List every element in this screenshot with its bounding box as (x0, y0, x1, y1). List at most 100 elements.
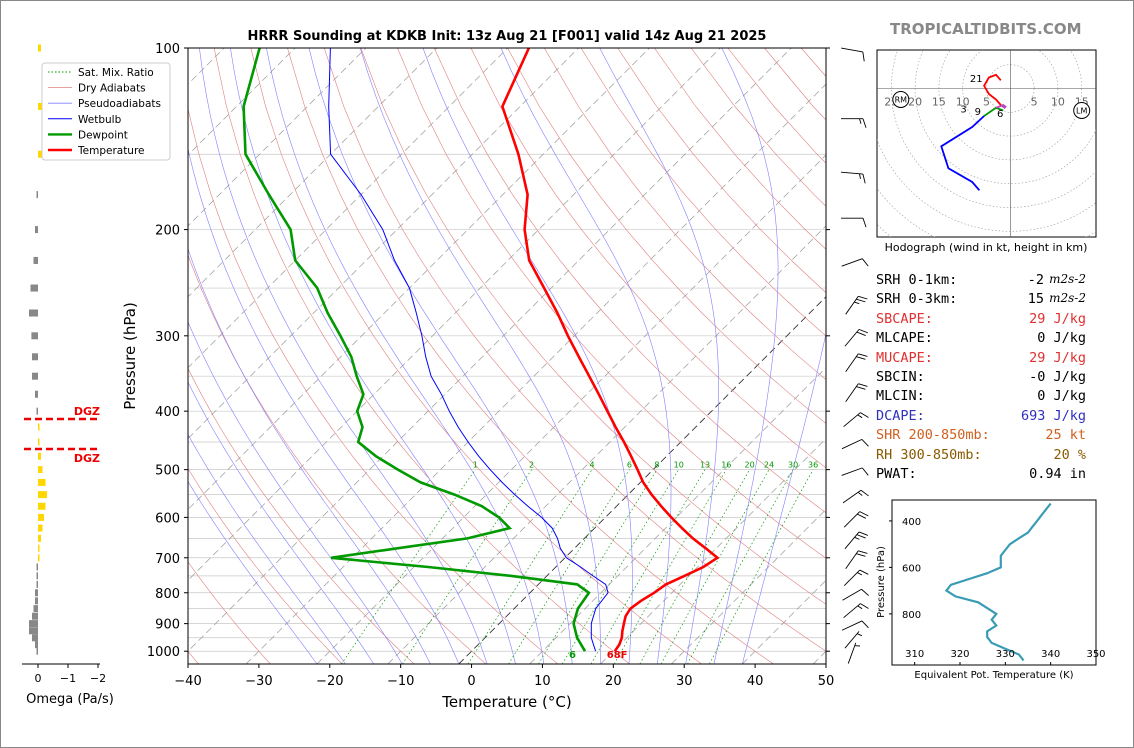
mixing-ratio-label: 10 (674, 461, 684, 470)
mixing-ratio-line (639, 469, 750, 664)
dry-adiabat-line (188, 561, 271, 664)
parameter-unit: m2s-2 (1049, 272, 1086, 286)
storm-motion-label: RM (895, 96, 908, 105)
omega-bar (29, 627, 38, 635)
mixing-ratio-line (341, 469, 476, 664)
omega-bar (32, 353, 38, 361)
parameter-row: DCAPE: 693 J/kg (876, 408, 1096, 427)
omega-bar (30, 284, 38, 292)
parameter-label: MLCIN: (876, 388, 925, 405)
parameter-row: SRH 0-3km: 15 m2s-2 (876, 291, 1096, 310)
storm-motion-marker (1073, 102, 1091, 119)
dewpoint-line (242, 48, 591, 652)
wind-barb (845, 353, 868, 373)
hodograph-height-label: 3 (960, 105, 966, 116)
parameter-row: PWAT: 0.94 in (876, 466, 1096, 485)
mixing-ratio-label: 2 (529, 461, 534, 470)
parameter-value: -2 (1027, 272, 1044, 288)
x-tick-label: −40 (174, 674, 201, 689)
y-tick-label: 500 (155, 464, 180, 479)
x-axis-label: Temperature (°C) (441, 693, 571, 711)
mixing-ratio-label: 36 (808, 461, 818, 470)
mixing-ratio-label: 30 (788, 461, 798, 470)
parameter-value: 29 J/kg (1029, 310, 1086, 327)
omega-bar (32, 634, 38, 642)
wind-barb (841, 258, 869, 267)
parameter-label: MUCAPE: (876, 349, 933, 366)
y-tick-label: 400 (155, 405, 180, 420)
omega-bar (35, 597, 38, 605)
hodograph-trace (983, 73, 1002, 106)
omega-axis-label: Omega (Pa/s) (26, 692, 114, 707)
legend: Sat. Mix. Ratio Dry Adiabats Pseudoadiabat… (41, 62, 171, 161)
omega-bar (35, 390, 38, 398)
wind-barb (843, 569, 869, 586)
legend-entry: Temperature (77, 145, 145, 157)
y-tick-label: 100 (155, 42, 180, 57)
dry-adiabat-line (470, 48, 826, 469)
wind-barb (841, 438, 869, 450)
dry-adiabat-line (188, 367, 415, 664)
parameter-value: 0 J/kg (1037, 330, 1086, 347)
parameter-value: 693 J/kg (1020, 407, 1086, 424)
mixing-ratio-label: 1 (473, 461, 478, 470)
parameter-label: SBCAPE: (876, 310, 933, 327)
dry-adiabat-line (507, 48, 826, 424)
omega-bar (38, 150, 42, 158)
y-tick-label: 700 (155, 552, 180, 567)
omega-bar (36, 647, 38, 655)
mixing-ratio-line (709, 469, 814, 664)
pseudoadiabat-line (308, 48, 573, 664)
hodograph-trace (995, 103, 1007, 110)
isotherm-line (188, 48, 579, 440)
omega-bar (36, 572, 38, 580)
omega-bar (38, 502, 46, 510)
x-tick-label: 50 (818, 674, 835, 689)
theta-e-y-tick-label: 600 (902, 563, 921, 574)
parameter-row: SBCAPE: 29 J/kg (876, 311, 1096, 330)
wind-barb (841, 171, 866, 184)
mixing-ratio-label: 20 (745, 461, 755, 470)
dry-adiabat-line (188, 107, 559, 664)
y-tick-label: 1000 (147, 645, 180, 660)
dry-adiabat-line (433, 48, 826, 514)
hodograph-ring-label: 5 (983, 96, 990, 109)
theta-e-x-tick-label: 320 (950, 649, 969, 660)
parameters-panel: SRH 0-1km: -2 m2s-2 SRH 0-3km: 15 m2s-2 SBCAPE… (876, 272, 1096, 485)
mixing-ratio-line (538, 469, 658, 664)
theta-e-x-tick-label: 330 (996, 649, 1015, 660)
y-tick-label: 200 (155, 224, 180, 239)
parameter-row: MUCAPE: 29 J/kg (876, 350, 1096, 369)
legend-entry: Wetbulb (78, 114, 122, 126)
wind-barb (843, 412, 869, 428)
isotherm-line (316, 154, 826, 664)
wind-barb (841, 620, 869, 631)
omega-bar (38, 524, 43, 532)
parameter-value: 25 kt (1045, 427, 1086, 444)
parameter-label: DCAPE: (876, 407, 925, 424)
omega-bar (35, 589, 38, 597)
pseudoadiabat-line (422, 48, 633, 664)
mixing-ratio-line (402, 469, 532, 664)
dry-adiabat-line (213, 48, 630, 664)
skewt-axes-frame (187, 47, 827, 665)
parameter-row: SRH 0-1km: -2 m2s-2 (876, 272, 1096, 291)
parameter-value: 29 J/kg (1029, 349, 1086, 366)
wind-barb (844, 531, 869, 550)
isotherm-line (188, 48, 721, 581)
parameter-value: 0 J/kg (1037, 388, 1086, 405)
wind-barb (841, 118, 867, 128)
pseudoadiabat-line (188, 321, 403, 664)
pseudoadiabat-line (360, 48, 601, 664)
legend-entry: Pseudoadiabats (78, 98, 161, 110)
omega-bar (36, 563, 38, 571)
mixing-ratio-line (561, 469, 679, 664)
omega-bar (32, 372, 38, 380)
isotherm-line (245, 83, 826, 664)
storm-motion-label: LM (1076, 107, 1087, 116)
wetbulb-line (328, 48, 609, 652)
surface-dewpoint-label: 6 (569, 650, 576, 661)
omega-bar (38, 554, 40, 562)
omega-tick-label: −1 (60, 672, 76, 685)
